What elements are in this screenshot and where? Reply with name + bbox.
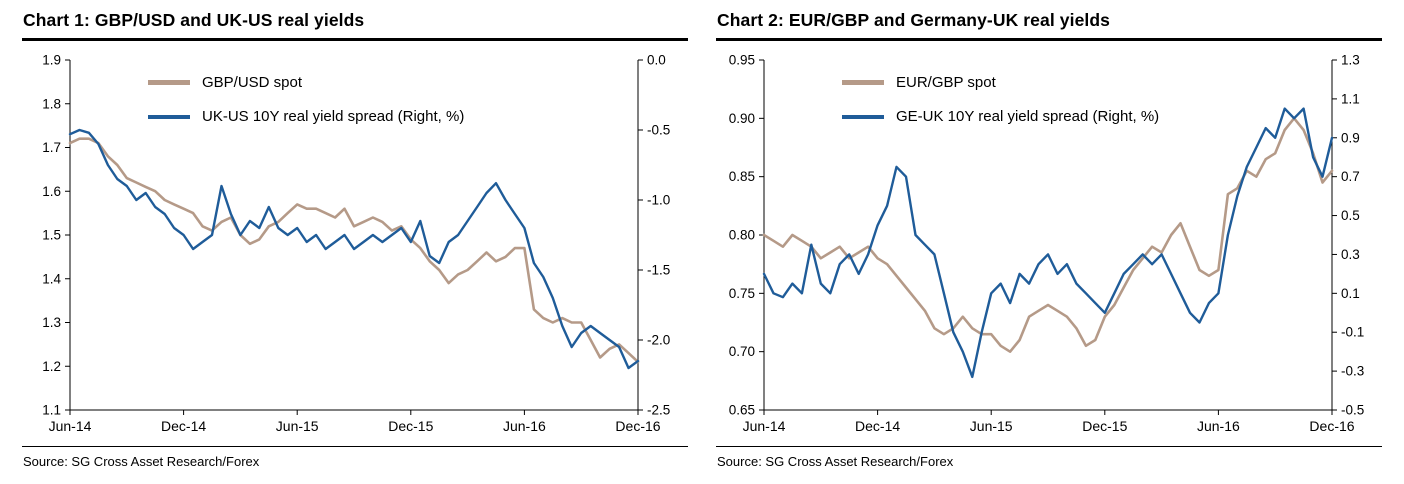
legend-line-swatch-spot	[842, 80, 884, 85]
chart1-legend: GBP/USD spot UK-US 10Y real yield spread…	[148, 74, 464, 142]
series-line-1	[68, 128, 640, 370]
svg-text:0.3: 0.3	[1341, 247, 1360, 262]
svg-text:1.1: 1.1	[42, 403, 61, 418]
chart1-area: 1.9 1.8 1.7 1.6 1.5 1.4 1.3 1.2 1.1 0.0 -0.5 -1.0 -1…	[22, 46, 688, 444]
svg-text:-0.5: -0.5	[647, 123, 670, 138]
legend-item-spread: GE-UK 10Y real yield spread (Right, %)	[842, 108, 1159, 125]
svg-text:-0.5: -0.5	[1341, 403, 1364, 418]
svg-text:0.85: 0.85	[729, 169, 755, 184]
svg-text:1.4: 1.4	[42, 271, 61, 286]
svg-text:0.80: 0.80	[729, 228, 755, 243]
svg-text:Dec-14: Dec-14	[855, 418, 900, 434]
legend-item-spot: GBP/USD spot	[148, 74, 464, 91]
svg-text:-0.3: -0.3	[1341, 364, 1364, 379]
svg-text:0.5: 0.5	[1341, 208, 1360, 223]
svg-text:Dec-14: Dec-14	[161, 418, 206, 434]
chart-panel-1: Chart 1: GBP/USD and UK-US real yields 1…	[22, 8, 688, 484]
svg-text:Dec-15: Dec-15	[1082, 418, 1127, 434]
svg-text:-2.5: -2.5	[647, 403, 670, 418]
chart2-source-note: Source: SG Cross Asset Research/Forex	[716, 446, 1382, 469]
series-line-0	[762, 117, 1334, 354]
axes	[65, 59, 643, 415]
svg-text:Dec-16: Dec-16	[615, 418, 660, 434]
chart2-title: Chart 2: EUR/GBP and Germany-UK real yie…	[716, 8, 1382, 41]
chart2-canvas: 0.95 0.90 0.85 0.80 0.75 0.70 0.65 1.3 1.1 0.9 0.7…	[729, 53, 1365, 435]
svg-text:1.5: 1.5	[42, 228, 61, 243]
legend-label-spread: GE-UK 10Y real yield spread (Right, %)	[896, 108, 1160, 125]
svg-text:Jun-16: Jun-16	[503, 418, 546, 434]
svg-text:0.0: 0.0	[647, 53, 666, 68]
svg-text:0.90: 0.90	[729, 111, 755, 126]
svg-text:1.2: 1.2	[42, 359, 61, 374]
svg-text:1.8: 1.8	[42, 96, 61, 111]
svg-text:1.1: 1.1	[1341, 91, 1360, 106]
legend-line-swatch-spread	[842, 114, 884, 119]
legend-line-swatch-spot	[148, 80, 190, 85]
svg-text:Jun-14: Jun-14	[743, 418, 786, 434]
svg-text:0.9: 0.9	[1341, 130, 1360, 145]
svg-text:0.75: 0.75	[729, 286, 755, 301]
svg-text:0.65: 0.65	[729, 403, 755, 418]
svg-text:Jun-15: Jun-15	[276, 418, 319, 434]
axis-tick-labels: 1.9 1.8 1.7 1.6 1.5 1.4 1.3 1.2 1.1 0.0 -0.5 -1.0 -1…	[42, 53, 670, 435]
legend-item-spread: UK-US 10Y real yield spread (Right, %)	[148, 108, 464, 125]
svg-text:-1.0: -1.0	[647, 193, 670, 208]
chart1-canvas: 1.9 1.8 1.7 1.6 1.5 1.4 1.3 1.2 1.1 0.0 -0.5 -1.0 -1…	[42, 53, 670, 435]
svg-text:1.9: 1.9	[42, 53, 61, 68]
svg-text:0.1: 0.1	[1341, 286, 1360, 301]
chart1-title: Chart 1: GBP/USD and UK-US real yields	[22, 8, 688, 41]
svg-text:Jun-14: Jun-14	[49, 418, 92, 434]
series-line-0	[68, 137, 640, 364]
svg-text:Dec-15: Dec-15	[388, 418, 433, 434]
svg-text:-0.1: -0.1	[1341, 325, 1364, 340]
chart-panel-2: Chart 2: EUR/GBP and Germany-UK real yie…	[716, 8, 1382, 484]
svg-text:0.70: 0.70	[729, 344, 755, 359]
svg-text:Jun-15: Jun-15	[970, 418, 1013, 434]
legend-line-swatch-spread	[148, 114, 190, 119]
legend-label-spot: EUR/GBP spot	[896, 74, 996, 91]
svg-text:0.7: 0.7	[1341, 169, 1360, 184]
chart2-area: 0.95 0.90 0.85 0.80 0.75 0.70 0.65 1.3 1.1 0.9 0.7…	[716, 46, 1382, 444]
legend-item-spot: EUR/GBP spot	[842, 74, 1159, 91]
legend-label-spot: GBP/USD spot	[202, 74, 303, 91]
chart2-legend: EUR/GBP spot GE-UK 10Y real yield spread…	[842, 74, 1159, 142]
svg-text:1.7: 1.7	[42, 140, 61, 155]
svg-text:1.3: 1.3	[1341, 53, 1360, 68]
chart1-source-note: Source: SG Cross Asset Research/Forex	[22, 446, 688, 469]
axis-tick-labels: 0.95 0.90 0.85 0.80 0.75 0.70 0.65 1.3 1.1 0.9 0.7…	[729, 53, 1365, 435]
series-line-1	[762, 107, 1334, 379]
svg-text:-1.5: -1.5	[647, 263, 670, 278]
svg-text:-2.0: -2.0	[647, 333, 670, 348]
legend-label-spread: UK-US 10Y real yield spread (Right, %)	[202, 108, 465, 125]
svg-text:1.6: 1.6	[42, 184, 61, 199]
svg-text:1.3: 1.3	[42, 315, 61, 330]
svg-text:Dec-16: Dec-16	[1309, 418, 1354, 434]
svg-text:0.95: 0.95	[729, 53, 755, 68]
svg-text:Jun-16: Jun-16	[1197, 418, 1240, 434]
